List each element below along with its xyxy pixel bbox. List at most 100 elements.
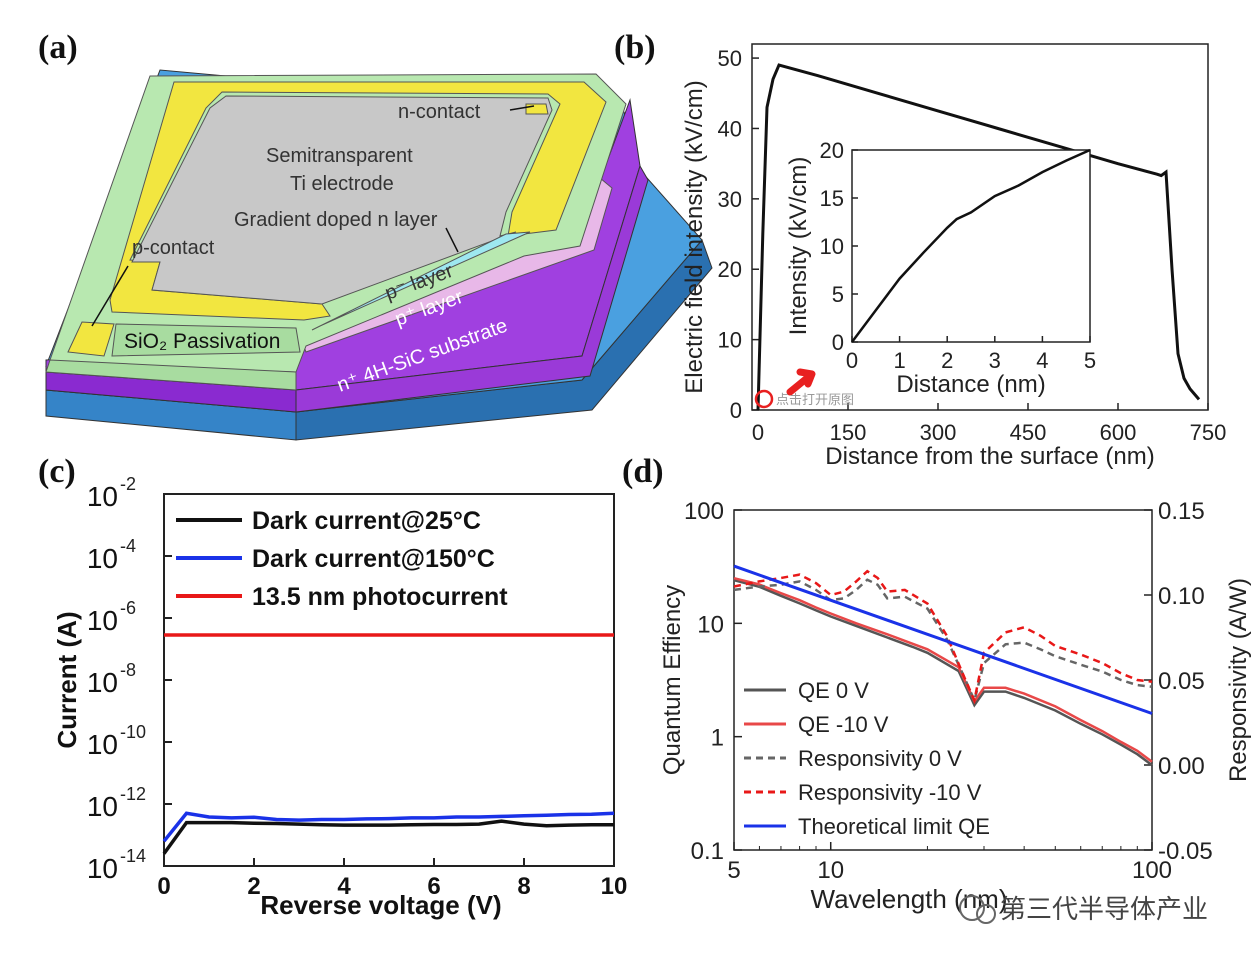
panel-d-legend-label-0: QE 0 V <box>798 678 869 703</box>
watermark-text: 第三代半导体产业 <box>1000 895 1208 925</box>
inset-xtick-label: 0 <box>846 348 858 373</box>
panel-d-yltick-label: 10 <box>697 611 724 638</box>
inset-ylabel: Intensity (kV/cm) <box>785 157 812 336</box>
panel-b-xtick-label: 300 <box>920 420 957 445</box>
panel-d-legend-label-2: Responsivity 0 V <box>798 746 962 771</box>
panel-c-legend-label-0: Dark current@25°C <box>252 507 481 535</box>
panel-c-xtick-label: 0 <box>157 873 170 900</box>
ti-electrode-label: Ti electrode <box>290 173 394 195</box>
hint-circle-icon <box>754 389 774 409</box>
panel-b-ytick-label: 30 <box>718 187 742 212</box>
inset-ytick-label: 0 <box>832 330 844 355</box>
panel-c-ytick-base: 10 <box>87 667 118 698</box>
inset-ytick-label: 5 <box>832 282 844 307</box>
panel-b-ytick-label: 0 <box>730 398 742 423</box>
panel-d-chart: 5 10 100 100 10 1 0.1 0.15 0.10 0.05 0.00 -0.05 Wave… <box>659 498 1252 914</box>
panel-c-xtick-label: 6 <box>427 873 440 900</box>
panel-b-ytick-label: 40 <box>718 116 742 141</box>
panel-c-series-line-0 <box>162 819 614 855</box>
panel-c-ytick-base: 10 <box>87 481 118 512</box>
panel-c-ytick-base: 10 <box>87 791 118 822</box>
panel-c-ytick-exp: -14 <box>120 846 146 866</box>
open-original-text[interactable]: 点击打开原图 <box>776 393 854 408</box>
gradient-arrow <box>445 227 459 253</box>
panel-c-ytick-exp: -2 <box>120 474 136 494</box>
sio2-strip <box>111 323 301 357</box>
panel-d-yltick-label: 0.1 <box>691 838 724 865</box>
panel-c-ytick-base: 10 <box>87 605 118 636</box>
panel-d-ylabel-right: Responsivity (A/W) <box>1225 578 1252 782</box>
panel-d-legend-label-4: Theoretical limit QE <box>798 814 990 839</box>
panel-d-series-line-3 <box>733 569 1153 705</box>
ti-electrode <box>131 95 553 305</box>
p-contact-arrow <box>91 265 129 327</box>
panel-d-series-line-0 <box>733 578 1153 767</box>
panel-c-legend-label-1: Dark current@150°C <box>252 545 495 573</box>
inset-ytick-label: 20 <box>820 138 844 163</box>
panel-d-yltick-label: 1 <box>711 725 724 752</box>
n-contact-label: n-contact <box>398 101 481 123</box>
panel-label-b: (b) <box>614 29 656 66</box>
passivation-front <box>45 359 297 391</box>
panel-d-yltick-label: 100 <box>684 498 724 525</box>
panel-c-xtick-label: 10 <box>601 873 628 900</box>
panel-d-yrtick-label: -0.05 <box>1158 838 1213 865</box>
panel-d-xtick-label: 100 <box>1132 857 1172 884</box>
n-contact-arrow <box>509 105 535 111</box>
panel-d-series-line-2 <box>733 578 1153 705</box>
inset-xtick-label: 5 <box>1084 348 1096 373</box>
panel-d-xtick-label: 10 <box>817 857 844 884</box>
inset-ytick-label: 15 <box>820 186 844 211</box>
panel-c-xlabel: Reverse voltage (V) <box>260 890 501 920</box>
panel-d-series-line-4 <box>733 564 1153 715</box>
panel-d-ylabel-left: Quantum Effiency <box>659 585 686 775</box>
device-diagram: n-contact Semitransparent Ti electrode G… <box>45 69 713 441</box>
panel-label-c: (c) <box>38 453 76 490</box>
panel-c-ytick-base: 10 <box>87 543 118 574</box>
red-arrow-icon <box>786 368 816 396</box>
inset-xlabel: Distance (nm) <box>896 371 1045 398</box>
panel-b-ytick-label: 20 <box>718 257 742 282</box>
wechat-icon-bubble <box>976 904 996 924</box>
panel-c-ytick-base: 10 <box>87 729 118 760</box>
panel-d-xlabel: Wavelength (nm) <box>811 884 1008 914</box>
inset-ytick-label: 10 <box>820 234 844 259</box>
panel-c-ytick-base: 10 <box>87 853 118 884</box>
panel-b-xlabel: Distance from the surface (nm) <box>825 443 1154 470</box>
sio2-label: SiO₂ Passivation <box>124 330 280 353</box>
panel-label-a: (a) <box>38 29 78 66</box>
panel-d-yrtick-label: 0.10 <box>1158 583 1205 610</box>
panel-d-yrtick-label: 0.05 <box>1158 668 1205 695</box>
p-plus-side <box>295 164 649 413</box>
panel-b-frame <box>751 43 1209 411</box>
inset-frame <box>851 149 1091 343</box>
panel-c-ytick-exp: -10 <box>120 722 146 742</box>
gradient-label: Gradient doped n layer <box>234 209 438 231</box>
gradient-n-strip <box>311 231 531 331</box>
panel-c-ytick-exp: -12 <box>120 784 146 804</box>
panel-c-ylabel: Current (A) <box>52 611 82 748</box>
panel-b-xtick-label: 600 <box>1100 420 1137 445</box>
panel-b-xtick-label: 150 <box>830 420 867 445</box>
panel-c-series-line-1 <box>162 811 615 843</box>
panel-c-xtick-label: 8 <box>517 873 530 900</box>
panel-b-xtick-label: 750 <box>1190 420 1227 445</box>
panel-c-ytick-exp: -6 <box>120 598 136 618</box>
p-contact-pad <box>67 321 115 357</box>
panel-d-yrtick-label: 0.15 <box>1158 498 1205 525</box>
inset-line <box>851 148 1091 343</box>
inset-xtick-label: 4 <box>1036 348 1048 373</box>
panel-c-xtick-label: 4 <box>337 873 351 900</box>
n-contact-pad <box>525 103 549 115</box>
inset-xtick-label: 3 <box>989 348 1001 373</box>
wechat-icon <box>959 895 985 921</box>
open-original-hint[interactable]: 点击打开原图 <box>754 368 854 409</box>
watermark: 第三代半导体产业 <box>959 895 1208 925</box>
gold-contact-ring <box>109 81 607 321</box>
panel-label-d: (d) <box>622 453 664 490</box>
panel-d-legend-label-1: QE -10 V <box>798 712 889 737</box>
panel-b-ylabel: Electric field intensity (kV/cm) <box>681 80 708 393</box>
